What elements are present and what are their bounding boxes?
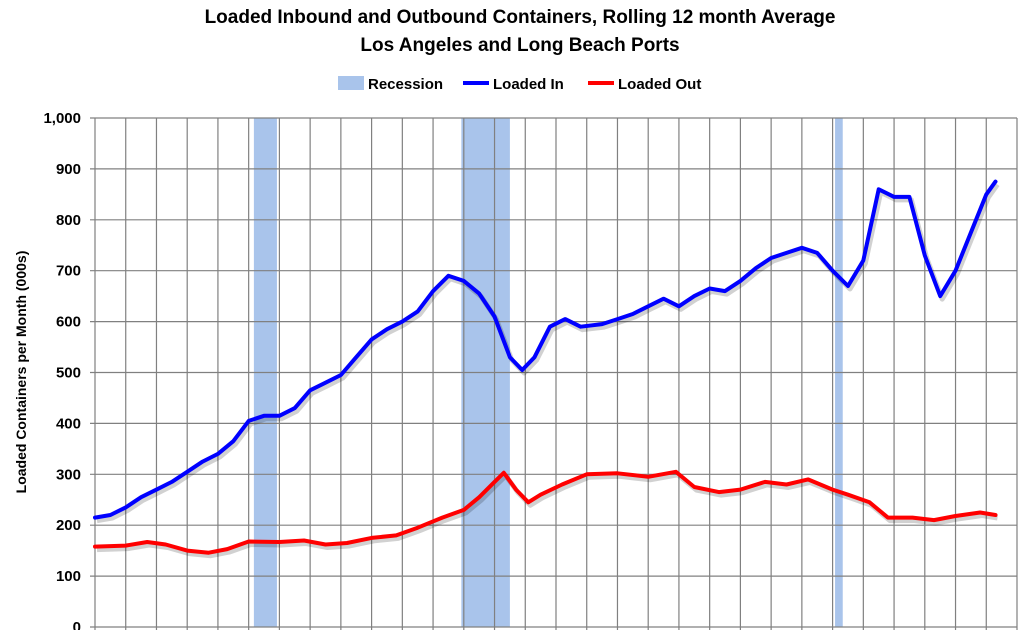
chart-subtitle: Los Angeles and Long Beach Ports (360, 35, 679, 56)
y-tick-label: 100 (56, 568, 81, 585)
legend-label-recession: Recession (368, 76, 443, 93)
gridlines (90, 117, 1018, 630)
chart-title: Loaded Inbound and Outbound Containers, … (205, 7, 836, 28)
legend-label-loaded-in: Loaded In (493, 76, 564, 93)
series-line-loaded-in (93, 179, 998, 520)
series-lines (93, 179, 1000, 559)
legend-swatch-recession (338, 76, 364, 90)
y-tick-label: 1,000 (43, 110, 81, 127)
legend: Recession Loaded In Loaded Out (338, 76, 701, 93)
series-line-loaded-out (93, 469, 998, 555)
y-tick-label: 900 (56, 161, 81, 178)
y-tick-label: 500 (56, 365, 81, 382)
y-tick-label: 400 (56, 415, 81, 432)
y-tick-label: 800 (56, 212, 81, 229)
y-ticks: 0 100 200 300 400 500 600 700 800 900 1,000 (43, 110, 81, 630)
series-shadow (96, 472, 998, 559)
y-tick-label: 700 (56, 263, 81, 280)
y-tick-label: 600 (56, 314, 81, 331)
y-tick-label: 0 (73, 619, 81, 630)
y-axis-label: Loaded Containers per Month (000s) (13, 251, 29, 494)
y-tick-label: 200 (56, 517, 81, 534)
legend-label-loaded-out: Loaded Out (618, 76, 701, 93)
y-tick-label: 300 (56, 466, 81, 483)
series-shadow (96, 183, 1000, 524)
